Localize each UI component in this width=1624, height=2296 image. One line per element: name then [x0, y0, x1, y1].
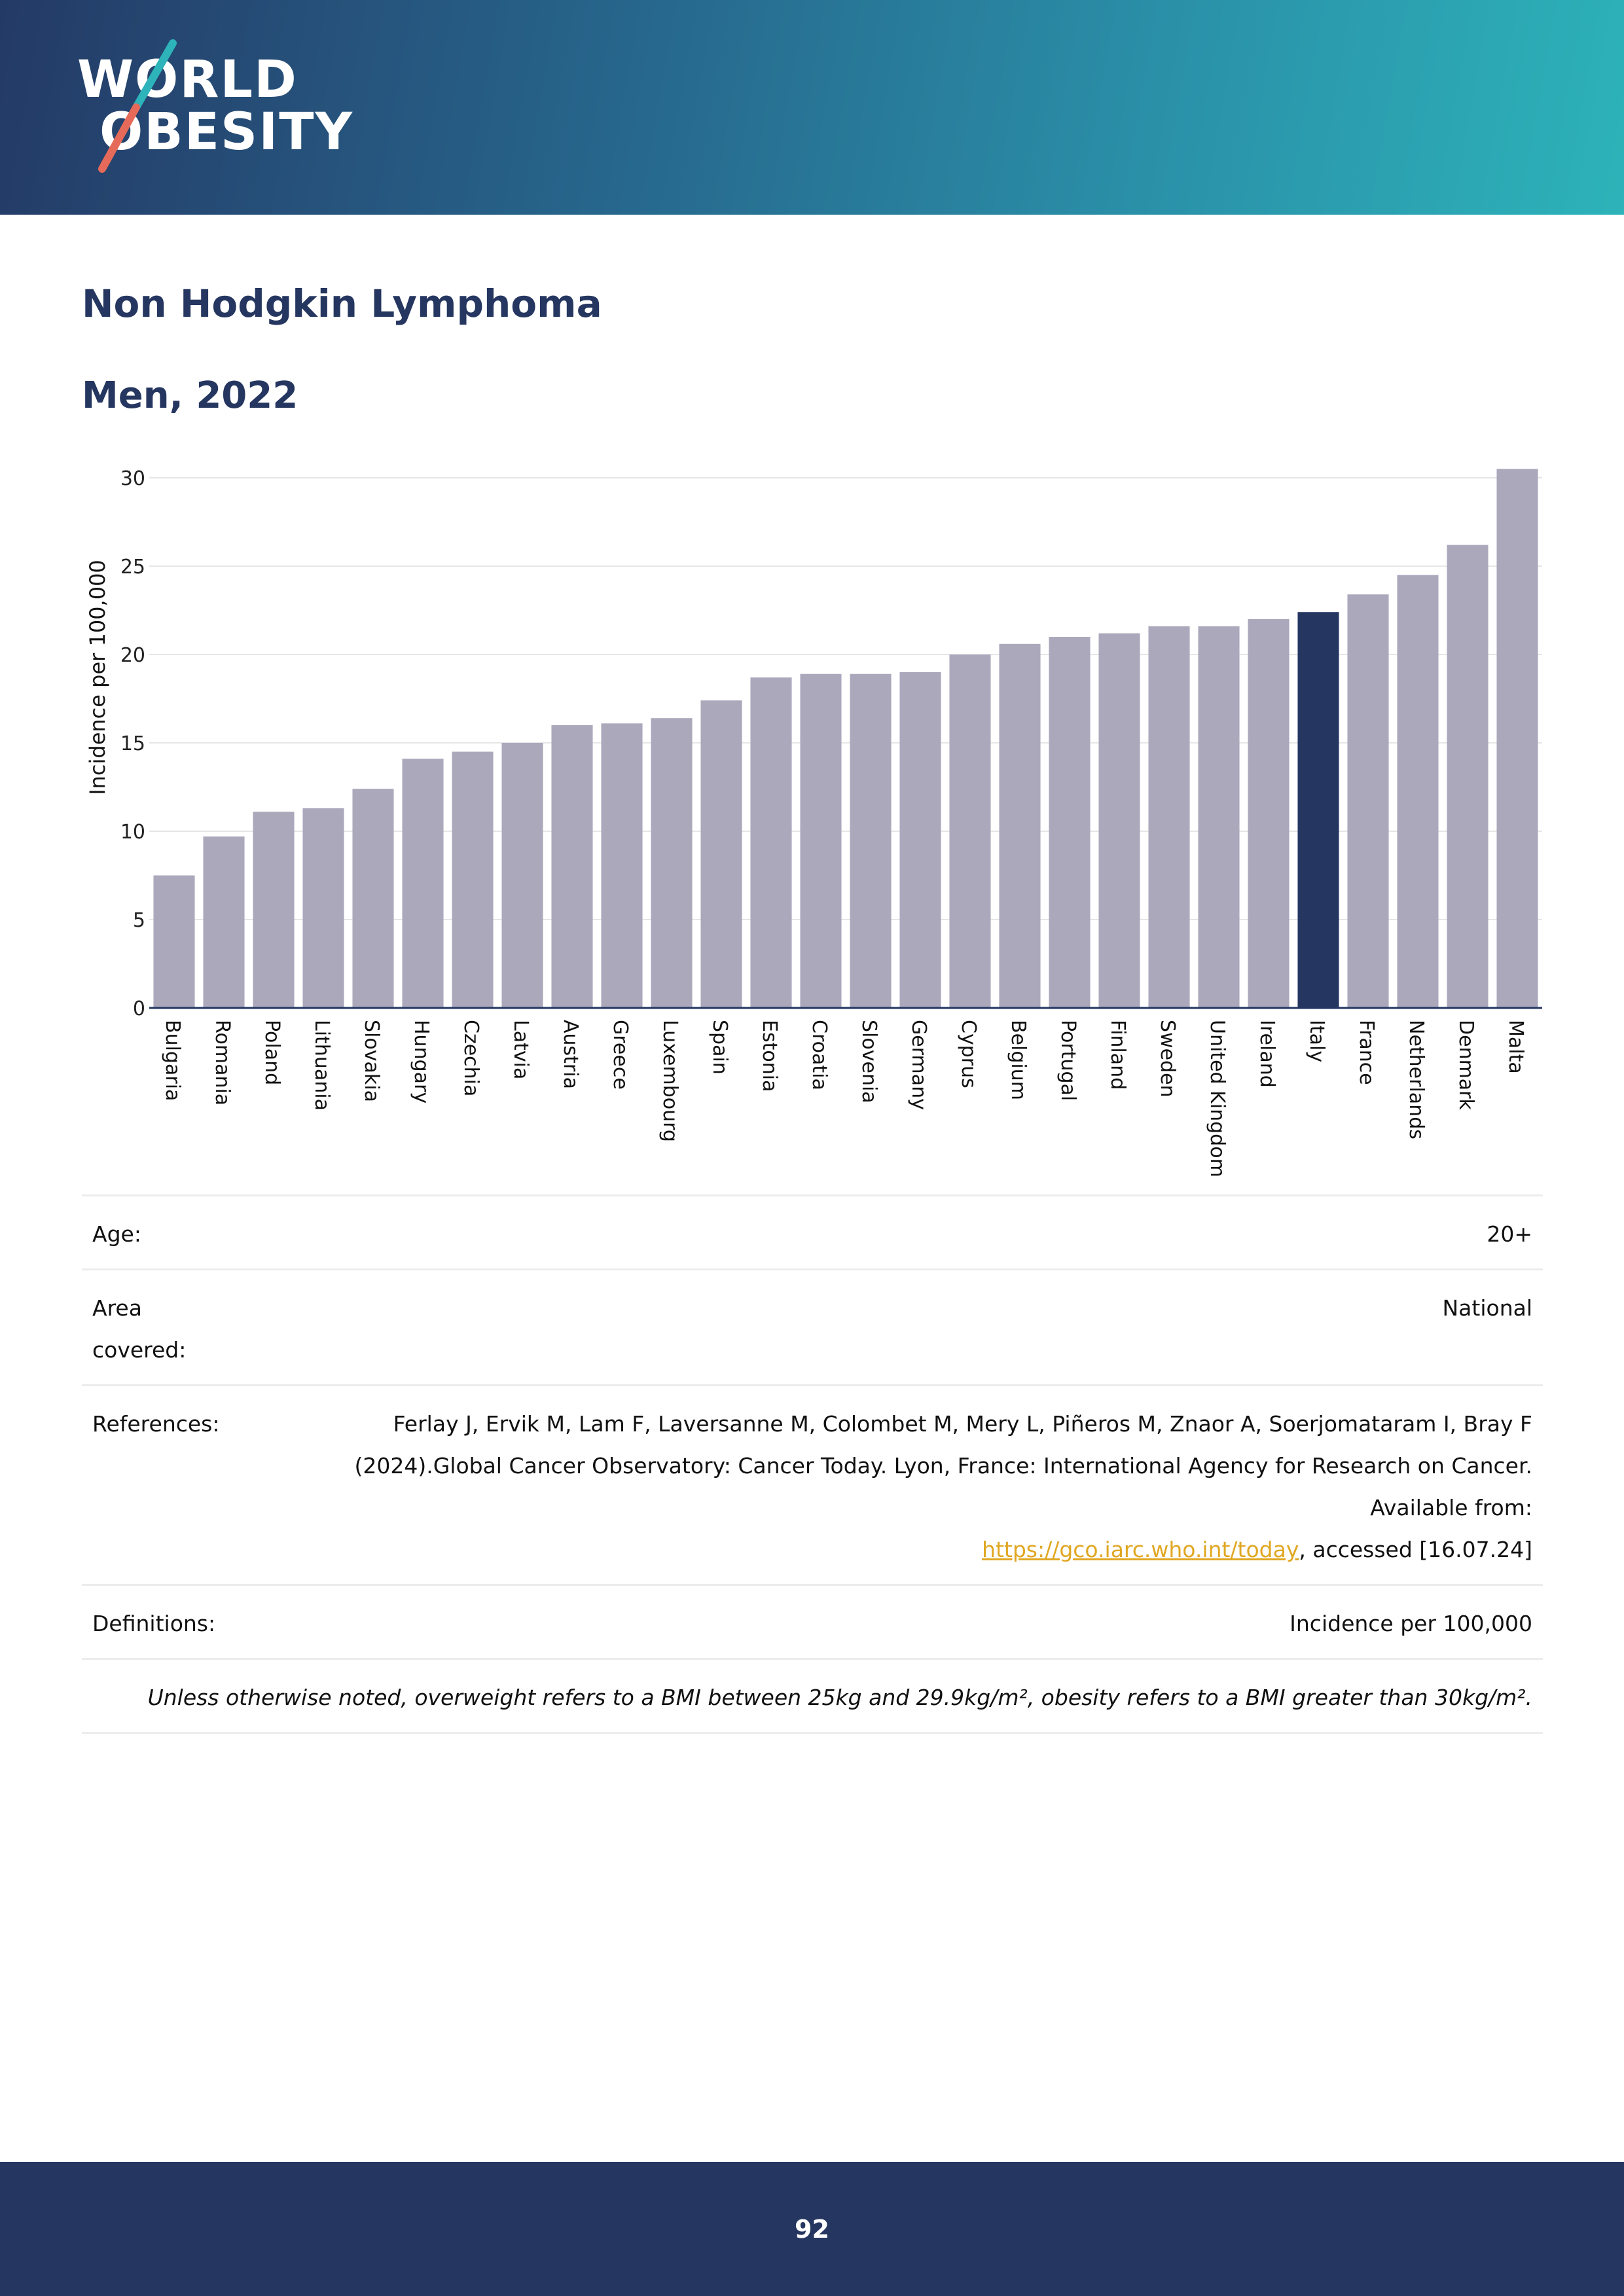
x-tick-label: Spain [708, 1020, 731, 1075]
bar-portugal [1049, 637, 1091, 1008]
x-tick-label: France [1355, 1020, 1378, 1085]
logo-line-1: WORLD [77, 50, 298, 109]
x-tick-label: Belgium [1007, 1020, 1030, 1100]
y-tick-label: 30 [120, 467, 145, 490]
bar-latvia [501, 743, 543, 1008]
bar-luxembourg [651, 718, 693, 1008]
x-tick-label: Czechia [460, 1020, 482, 1096]
bar-ireland [1248, 619, 1290, 1008]
bar-france [1347, 594, 1389, 1008]
y-tick-label: 25 [120, 556, 145, 579]
bar-germany [899, 672, 941, 1008]
x-tick-label: Lithuania [310, 1020, 333, 1111]
x-tick-label: Bulgaria [161, 1020, 184, 1101]
x-tick-label: Latvia [509, 1020, 532, 1079]
references-suffix: , accessed [16.07.24] [1299, 1537, 1532, 1562]
y-tick-label: 10 [120, 821, 145, 844]
x-tick-label: Slovakia [360, 1020, 383, 1102]
age-label: Age: [92, 1221, 141, 1247]
bar-united-kingdom [1198, 626, 1240, 1008]
x-tick-label: Ireland [1255, 1020, 1278, 1088]
x-tick-label: Finland [1106, 1020, 1129, 1090]
bar-lithuania [302, 808, 344, 1008]
bar-poland [253, 812, 295, 1008]
bar-hungary [402, 759, 444, 1008]
bar-cyprus [949, 655, 991, 1008]
info-row-area: Area covered: National [82, 1268, 1543, 1384]
x-tick-label: Malta [1504, 1020, 1527, 1074]
references-label: References: [92, 1411, 220, 1437]
bar-romania [203, 836, 245, 1008]
info-row-age: Age: 20+ [82, 1194, 1543, 1268]
x-tick-label: Slovenia [857, 1020, 880, 1103]
bar-italy [1297, 612, 1339, 1008]
references-link[interactable]: https://gco.iarc.who.int/today [982, 1537, 1299, 1562]
bar-denmark [1447, 545, 1489, 1008]
page-footer: 92 [0, 2162, 1624, 2296]
bar-spain [700, 700, 742, 1008]
x-tick-label: Italy [1305, 1020, 1328, 1062]
page-header: WORLD OBESITY [0, 0, 1624, 215]
x-tick-label: Hungary [410, 1020, 433, 1103]
x-tick-label: Cyprus [957, 1020, 980, 1088]
x-tick-label: Sweden [1156, 1020, 1179, 1098]
info-row-note: Unless otherwise noted, overweight refer… [82, 1658, 1543, 1734]
page-title: Non Hodgkin Lymphoma [82, 281, 602, 326]
x-tick-label: Denmark [1454, 1020, 1477, 1111]
x-tick-label: Croatia [808, 1020, 831, 1090]
world-obesity-logo: WORLD OBESITY [77, 39, 352, 177]
references-value: Ferlay J, Ervik M, Lam F, Laversanne M, … [289, 1403, 1532, 1571]
definitions-value: Incidence per 100,000 [1290, 1611, 1532, 1636]
bar-sweden [1148, 626, 1190, 1008]
bar-slovenia [850, 673, 892, 1008]
bar-bulgaria [153, 875, 195, 1008]
logo-slash-icon [98, 39, 177, 173]
x-tick-label: Netherlands [1405, 1020, 1428, 1139]
age-value: 20+ [1487, 1221, 1532, 1247]
info-table: Age: 20+ Area covered: National Referenc… [82, 1194, 1543, 1734]
bar-czechia [452, 751, 494, 1008]
page-number: 92 [795, 2214, 829, 2244]
bar-malta [1496, 469, 1538, 1008]
x-tick-label: Romania [211, 1020, 234, 1105]
x-tick-label: United Kingdom [1206, 1020, 1229, 1177]
x-tick-label: Estonia [758, 1020, 781, 1092]
info-row-references: References: Ferlay J, Ervik M, Lam F, La… [82, 1384, 1543, 1584]
y-axis-label: Incidence per 100,000 [85, 560, 110, 795]
bar-greece [601, 723, 643, 1008]
bar-chart: 0 5 10 15 20 25 30 Bulgaria Romania Poland Lithuan… [85, 467, 1542, 1177]
y-tick-label: 0 [133, 997, 145, 1020]
bar-austria [551, 725, 593, 1008]
logo-line-2: OBESITY [99, 103, 353, 162]
definitions-label: Definitions: [92, 1611, 216, 1636]
bar-belgium [999, 643, 1041, 1008]
area-value: National [1442, 1295, 1532, 1321]
bmi-note: Unless otherwise noted, overweight refer… [147, 1685, 1532, 1710]
x-tick-label: Portugal [1056, 1020, 1079, 1101]
info-row-definitions: Definitions: Incidence per 100,000 [82, 1584, 1543, 1658]
area-label: Area covered: [92, 1295, 187, 1363]
bar-finland [1098, 633, 1140, 1008]
x-tick-label: Greece [609, 1020, 632, 1090]
x-tick-label: Germany [907, 1020, 930, 1110]
bar-croatia [800, 673, 842, 1008]
y-tick-label: 15 [120, 732, 145, 755]
x-tick-label: Poland [261, 1020, 283, 1085]
y-tick-label: 20 [120, 644, 145, 667]
references-text: Ferlay J, Ervik M, Lam F, Laversanne M, … [354, 1411, 1532, 1520]
x-tick-label: Austria [559, 1020, 582, 1089]
bar-slovakia [352, 789, 394, 1008]
bar-netherlands [1397, 575, 1439, 1008]
x-tick-label: Luxembourg [659, 1020, 681, 1142]
y-tick-label: 5 [133, 909, 145, 932]
page-subtitle: Men, 2022 [82, 374, 298, 417]
bar-estonia [750, 677, 792, 1008]
